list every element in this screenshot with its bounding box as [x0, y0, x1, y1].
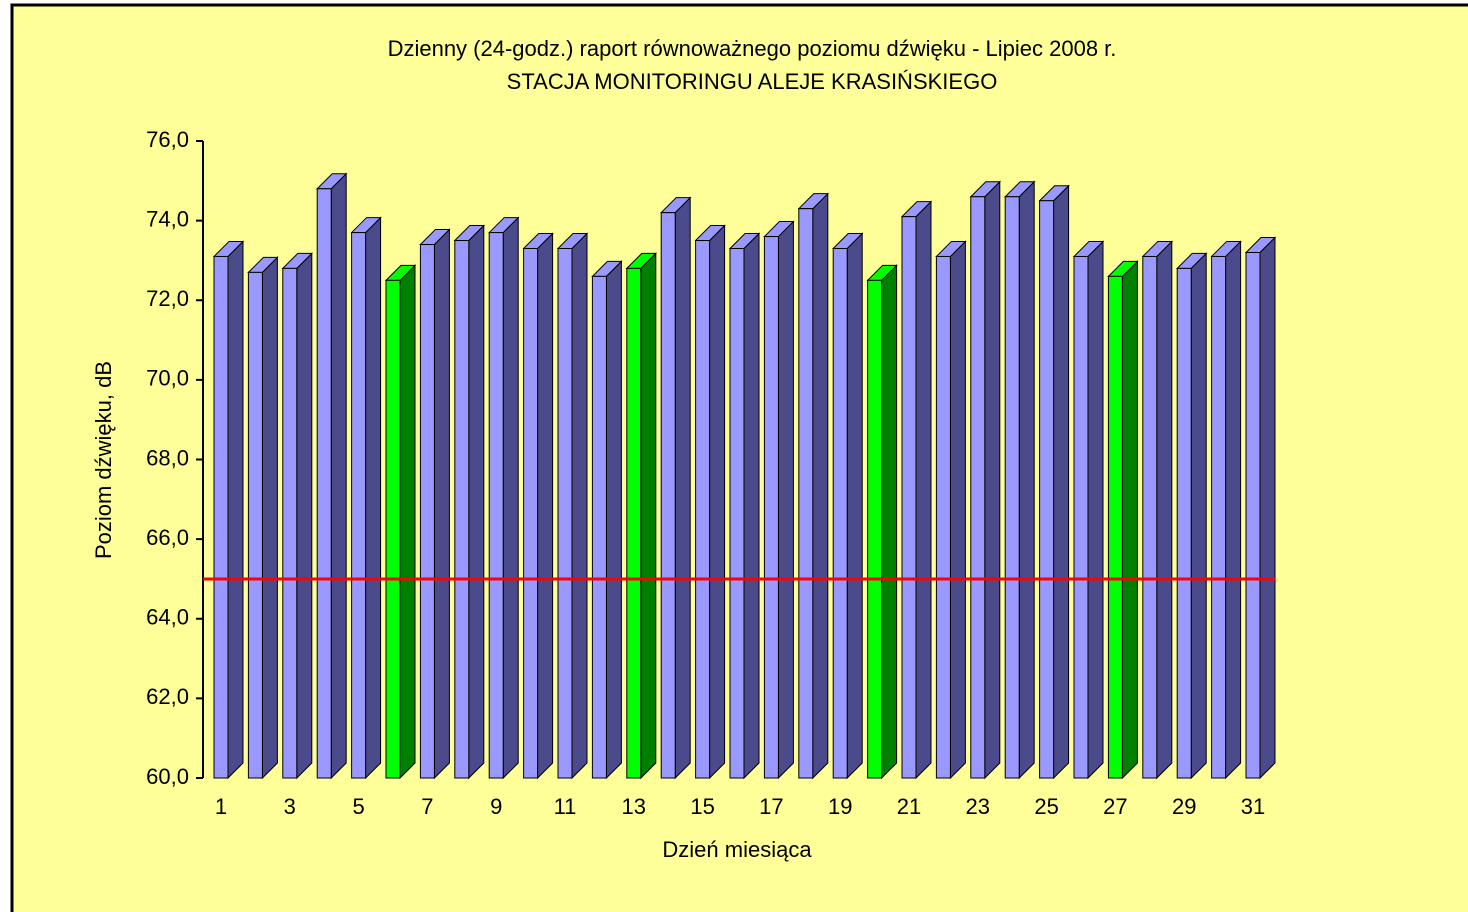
y-tick-label: 68,0 [146, 445, 189, 470]
bar-side [227, 240, 244, 780]
x-tick-label: 17 [759, 794, 783, 819]
bar-side [296, 252, 313, 780]
bar [626, 267, 642, 779]
bar [488, 232, 504, 779]
bar [282, 267, 298, 779]
bar [247, 271, 263, 779]
bar [419, 244, 435, 779]
bar [901, 216, 917, 779]
y-tick-label: 60,0 [146, 764, 189, 789]
bar-side [1053, 184, 1070, 780]
bar-side [881, 264, 898, 780]
bar-side [777, 220, 794, 780]
bar-side [846, 232, 863, 780]
x-axis-label: Dzień miesiąca [662, 837, 812, 862]
y-tick-label: 76,0 [146, 127, 189, 152]
y-axis-label: Poziom dźwięku, dB [91, 361, 116, 559]
bar-side [399, 264, 416, 780]
y-tick-label: 74,0 [146, 206, 189, 231]
bar-side [537, 232, 554, 780]
bar-side [1190, 252, 1207, 780]
bar-side [1018, 180, 1035, 780]
y-tick-label: 70,0 [146, 366, 189, 391]
bar [798, 208, 814, 779]
bar-side [743, 232, 760, 780]
bar [695, 240, 711, 779]
bar [316, 188, 332, 779]
bar-side [640, 252, 657, 780]
y-tick-label: 64,0 [146, 605, 189, 630]
bar [867, 279, 883, 779]
bar-side [261, 256, 278, 780]
bar-side [571, 232, 588, 780]
bar-side [949, 240, 966, 780]
bar [935, 255, 951, 779]
x-tick-label: 19 [828, 794, 852, 819]
bar [523, 247, 539, 779]
x-tick-label: 1 [215, 794, 227, 819]
bar-side [605, 260, 622, 780]
x-tick-label: 13 [622, 794, 646, 819]
x-tick-label: 7 [421, 794, 433, 819]
x-tick-label: 23 [966, 794, 990, 819]
bar [1004, 196, 1020, 779]
bar [351, 232, 367, 779]
bar [832, 247, 848, 779]
bar-side [1225, 240, 1242, 780]
bar-side [674, 196, 691, 780]
chart-subtitle: STACJA MONITORINGU ALEJE KRASIŃSKIEGO [507, 69, 998, 94]
bar [660, 212, 676, 779]
bar-side [502, 216, 519, 780]
bar-side [1121, 260, 1138, 780]
bar-side [984, 180, 1001, 780]
bar-side [330, 172, 347, 780]
bar [1073, 255, 1089, 779]
bar [763, 236, 779, 779]
bar-side [1087, 240, 1104, 780]
bar [385, 279, 401, 779]
chart-title: Dzienny (24-godz.) raport równoważnego p… [388, 36, 1117, 61]
bar [1176, 267, 1192, 779]
bar [1245, 251, 1261, 779]
x-tick-label: 5 [352, 794, 364, 819]
bar [729, 247, 745, 779]
bar [1142, 255, 1158, 779]
x-tick-label: 11 [554, 794, 577, 819]
bar [557, 247, 573, 779]
x-tick-label: 3 [284, 794, 296, 819]
y-tick-label: 66,0 [146, 525, 189, 550]
bar-side [1156, 240, 1173, 780]
bar-side [812, 192, 829, 780]
bar-side [365, 216, 382, 780]
bar [1107, 275, 1123, 779]
x-tick-label: 21 [897, 794, 921, 819]
bar-side [1259, 236, 1276, 780]
y-tick-label: 72,0 [146, 286, 189, 311]
bar [1039, 200, 1055, 779]
y-tick-label: 62,0 [146, 684, 189, 709]
x-tick-label: 9 [490, 794, 502, 819]
x-tick-label: 27 [1103, 794, 1127, 819]
x-tick-label: 29 [1172, 794, 1196, 819]
bar-side [915, 200, 932, 780]
bar-side [709, 224, 726, 780]
bar [1211, 255, 1227, 779]
bar [591, 275, 607, 779]
bar [970, 196, 986, 779]
x-tick-label: 25 [1034, 794, 1058, 819]
bar [213, 255, 229, 779]
x-tick-label: 31 [1241, 794, 1265, 819]
bar-side [433, 228, 450, 780]
x-tick-label: 15 [690, 794, 714, 819]
bar [454, 240, 470, 779]
bar-side [468, 224, 485, 780]
